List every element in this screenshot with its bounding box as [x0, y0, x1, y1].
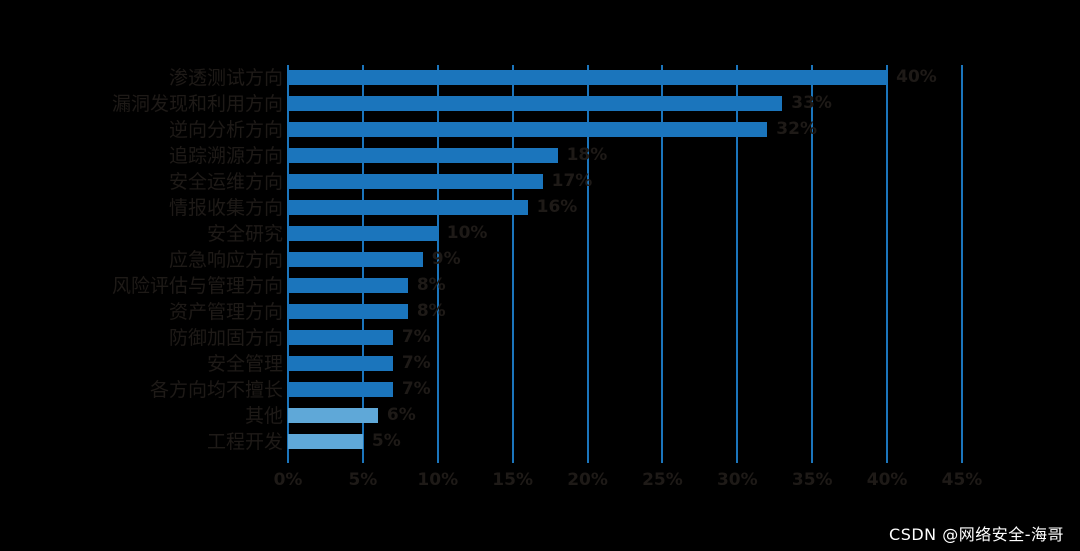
- bar: [288, 408, 378, 423]
- gridline: [886, 65, 889, 463]
- x-tick-label: 20%: [567, 470, 608, 490]
- bar: [288, 200, 528, 215]
- bar-row: 33%: [288, 91, 962, 117]
- x-tick-label: 40%: [866, 470, 908, 490]
- x-axis: 0% 5% 10% 15% 20% 25% 30% 35% 40% 45%: [274, 470, 983, 496]
- bar: [288, 382, 393, 397]
- gridline: [436, 65, 439, 463]
- gridline: [511, 65, 514, 463]
- bar-row: 7%: [288, 351, 962, 377]
- bar-row: 8%: [288, 299, 962, 325]
- x-tick-label: 0%: [273, 470, 303, 490]
- bar: [288, 252, 423, 267]
- x-tick-label: 45%: [941, 470, 983, 490]
- bar: [288, 122, 768, 137]
- gridline: [736, 65, 739, 463]
- category-label: 逆向分析方向: [168, 119, 283, 141]
- category-label: 追踪溯源方向: [168, 145, 283, 167]
- value-label: 10%: [446, 223, 488, 243]
- category-label: 其他: [244, 405, 283, 427]
- category-label: 渗透测试方向: [168, 67, 283, 89]
- watermark: CSDN @网络安全-海哥: [889, 525, 1064, 544]
- category-label: 应急响应方向: [168, 249, 283, 271]
- value-label: 7%: [401, 327, 431, 347]
- bar-row: 17%: [288, 169, 962, 195]
- bar: [288, 226, 438, 241]
- category-label: 防御加固方向: [168, 327, 283, 349]
- value-label: 5%: [371, 431, 401, 451]
- bar-row: 16%: [288, 195, 962, 221]
- x-tick-label: 35%: [791, 470, 833, 490]
- plot-area: 40% 33% 32% 18% 17% 16% 10% 9% 8% 8% 7% 7% 7% 6% 5%: [287, 65, 963, 463]
- value-label: 17%: [551, 171, 593, 191]
- category-label: 资产管理方向: [168, 301, 283, 323]
- bar-row: 10%: [288, 221, 962, 247]
- bar: [288, 278, 408, 293]
- bar: [288, 96, 783, 111]
- gridline: [661, 65, 664, 463]
- x-tick-label: 5%: [348, 470, 378, 490]
- bar: [288, 148, 558, 163]
- bar-row: 18%: [288, 143, 962, 169]
- bar-row: 32%: [288, 117, 962, 143]
- value-label: 9%: [431, 249, 461, 269]
- x-tick-label: 25%: [642, 470, 683, 490]
- value-label: 7%: [401, 379, 431, 399]
- value-label: 7%: [401, 353, 431, 373]
- value-label: 40%: [896, 67, 937, 87]
- category-label: 情报收集方向: [168, 197, 283, 219]
- category-label: 风险评估与管理方向: [111, 275, 283, 297]
- bar-row: 7%: [288, 325, 962, 351]
- x-tick-label: 10%: [417, 470, 459, 490]
- bar-row: 6%: [288, 403, 962, 429]
- category-label: 漏洞发现和利用方向: [111, 93, 283, 115]
- value-label: 8%: [416, 275, 446, 295]
- bar-row: 5%: [288, 429, 962, 455]
- category-label: 安全运维方向: [168, 171, 283, 193]
- gridline: [586, 65, 589, 463]
- bar-row: 40%: [288, 65, 962, 91]
- bar-row: 8%: [288, 273, 962, 299]
- bar: [288, 304, 408, 319]
- value-label: 18%: [566, 145, 608, 165]
- category-labels-column: 渗透测试方向漏洞发现和利用方向逆向分析方向 追踪溯源方向 安全运维方向 情报收集方向安…: [0, 65, 283, 455]
- value-label: 16%: [536, 197, 578, 217]
- value-label: 32%: [776, 119, 817, 139]
- bar: [288, 434, 363, 449]
- x-tick-label: 15%: [492, 470, 534, 490]
- value-label: 6%: [386, 405, 416, 425]
- gridline: [961, 65, 963, 463]
- category-label: 安全管理: [206, 353, 283, 375]
- category-label: 安全研究: [206, 223, 283, 245]
- bar: [288, 174, 543, 189]
- value-label: 8%: [416, 301, 446, 321]
- value-label: 33%: [791, 93, 832, 113]
- bar: [288, 330, 393, 345]
- category-label: 各方向均不擅长: [149, 379, 283, 401]
- bar: [288, 70, 888, 85]
- bar: [288, 356, 393, 371]
- bar-row: 7%: [288, 377, 962, 403]
- bar-row: 9%: [288, 247, 962, 273]
- category-label: 工程开发: [206, 431, 283, 453]
- x-tick-label: 30%: [716, 470, 758, 490]
- gridline: [811, 65, 814, 463]
